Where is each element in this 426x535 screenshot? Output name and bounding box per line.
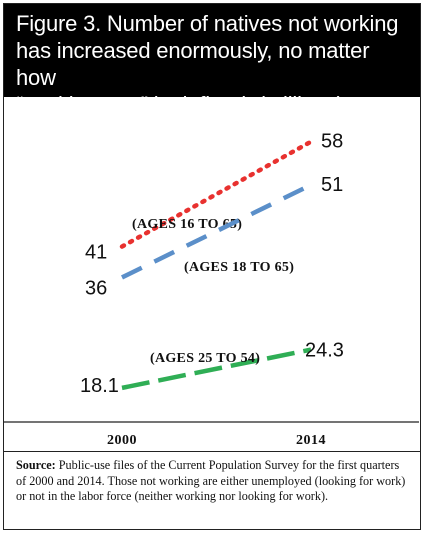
data-label-ages-25-to-54-end: 24.3 [305,340,344,362]
series-line-ages-16-to-65 [119,139,314,249]
figure-frame: Figure 3. Number of natives not working … [3,3,421,530]
title-line-3: “working-age” is defined. (millions) [16,92,344,117]
x-tick-label-2014: 2014 [296,433,326,448]
source-note: Source: Public-use files of the Current … [4,451,420,505]
line-chart: 41 58 (AGES 16 TO 65) 36 51 (AGES 18 TO 65) 18… [4,131,419,448]
source-label: Source: [16,458,56,472]
series-label-ages-16-to-65: (AGES 16 TO 65) [132,217,242,232]
data-label-ages-18-to-65-end: 51 [321,174,343,196]
title-line-2: has increased enormously, no matter how [16,38,370,90]
series-line-ages-25-to-54 [121,347,312,391]
data-label-ages-16-to-65-end: 58 [321,131,343,153]
x-tick-label-2000: 2000 [107,433,137,448]
figure-title: Figure 3. Number of natives not working … [4,4,420,117]
data-label-ages-16-to-65-start: 41 [85,242,107,264]
series-label-ages-25-to-54: (AGES 25 TO 54) [150,351,260,366]
series-label-ages-18-to-65: (AGES 18 TO 65) [184,260,294,275]
data-label-ages-25-to-54-start: 18.1 [80,375,119,397]
title-line-1: Figure 3. Number of natives not working [16,11,399,36]
data-label-ages-18-to-65-start: 36 [85,277,107,299]
source-text: Public-use files of the Current Populati… [16,458,406,503]
